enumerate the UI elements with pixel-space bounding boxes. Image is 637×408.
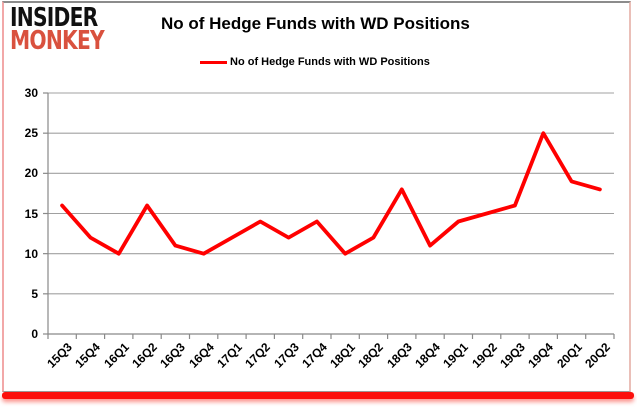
logo-line-monkey: MONKEY (10, 26, 105, 56)
y-axis-label: 10 (24, 246, 38, 261)
line-chart (43, 92, 615, 339)
card-bottom-accent (2, 392, 634, 399)
legend-line-swatch (200, 60, 227, 64)
y-axis-label: 30 (24, 86, 38, 100)
y-axis-label: 5 (31, 286, 38, 301)
legend-label: No of Hedge Funds with WD Positions (230, 56, 430, 68)
legend: No of Hedge Funds with WD Positions (200, 56, 430, 68)
y-axis-label: 20 (24, 166, 38, 181)
chart-title: No of Hedge Funds with WD Positions (161, 14, 470, 33)
y-axis-label: 25 (24, 126, 38, 141)
y-axis-label: 0 (31, 327, 38, 341)
y-axis-label: 15 (24, 206, 38, 221)
logo-line-insider: INSIDER (10, 3, 98, 33)
chart-card: INSIDER MONKEY No of Hedge Funds with WD… (2, 1, 631, 392)
insider-monkey-logo: INSIDER MONKEY (10, 3, 105, 56)
